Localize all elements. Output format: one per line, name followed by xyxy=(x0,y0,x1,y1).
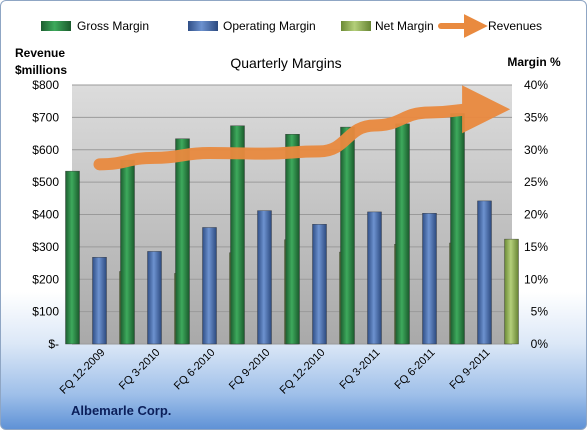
chart-title: Quarterly Margins xyxy=(230,55,341,71)
right-tick-label: 30% xyxy=(524,143,548,157)
right-ticks: 0% 5% 10% 15% 20% 25% 30% 35% 40% xyxy=(524,78,548,351)
right-axis-title: Margin % xyxy=(507,55,561,69)
legend-swatch-operating-margin xyxy=(188,21,218,31)
left-tick-label: $800 xyxy=(32,78,59,92)
bar-net-margin xyxy=(504,238,519,345)
right-tick-label: 35% xyxy=(524,110,548,124)
legend-label-net-margin: Net Margin xyxy=(375,19,434,33)
bar-operating-margin xyxy=(477,200,492,345)
left-tick-label: $500 xyxy=(32,175,59,189)
bar-operating-margin xyxy=(367,211,382,345)
category-label: FQ 12-2009 xyxy=(58,347,108,397)
left-tick-label: $- xyxy=(48,337,59,351)
left-ticks: $- $100 $200 $300 $400 $500 $600 $700 $800 xyxy=(32,78,59,351)
right-tick-label: 15% xyxy=(524,240,548,254)
bar-gross-margin xyxy=(120,159,135,345)
bar-gross-margin xyxy=(395,123,410,345)
right-tick-label: 25% xyxy=(524,175,548,189)
right-tick-label: 40% xyxy=(524,78,548,92)
bar-gross-margin xyxy=(285,134,300,345)
bar-gross-margin xyxy=(175,138,190,345)
right-tick-label: 5% xyxy=(531,305,549,319)
left-axis-title-line2: $millions xyxy=(15,63,67,77)
left-tick-label: $400 xyxy=(32,208,59,222)
bar-operating-margin xyxy=(312,224,327,345)
category-label: FQ 12-2010 xyxy=(278,347,328,397)
left-tick-label: $300 xyxy=(32,240,59,254)
legend-swatch-net-margin xyxy=(341,21,371,31)
category-labels: FQ 12-2009 FQ 3-2010 FQ 6-2010 FQ 9-2010 FQ … xyxy=(58,347,493,397)
revenue-line-group xyxy=(93,85,511,171)
company-name: Albemarle Corp. xyxy=(71,403,172,418)
left-tick-label: $100 xyxy=(32,305,59,319)
legend-label-revenues: Revenues xyxy=(488,19,542,33)
left-tick-label: $700 xyxy=(32,110,59,124)
bar-gross-margin xyxy=(340,126,355,345)
category-label: FQ 6-2010 xyxy=(172,347,218,393)
category-label: FQ 9-2010 xyxy=(227,347,273,393)
bar-operating-margin xyxy=(257,210,272,345)
right-tick-label: 0% xyxy=(531,337,549,351)
right-tick-label: 10% xyxy=(524,272,548,286)
bar-operating-margin xyxy=(147,251,162,345)
category-label: FQ 9-2011 xyxy=(448,347,493,392)
left-tick-label: $200 xyxy=(32,272,59,286)
category-label: FQ 3-2010 xyxy=(117,347,163,393)
legend: Gross Margin Operating Margin Net Margin… xyxy=(41,14,542,38)
bar-operating-margin xyxy=(202,227,217,345)
bar-gross-margin xyxy=(450,113,465,345)
category-label: FQ 6-2011 xyxy=(393,347,438,392)
legend-swatch-gross-margin xyxy=(41,21,71,31)
left-tick-label: $600 xyxy=(32,143,59,157)
bars-group xyxy=(65,113,519,345)
legend-label-gross-margin: Gross Margin xyxy=(77,19,149,33)
legend-label-operating-margin: Operating Margin xyxy=(223,19,316,33)
bar-operating-margin xyxy=(92,257,107,345)
bar-operating-margin xyxy=(422,213,437,345)
left-axis-title-line1: Revenue xyxy=(15,46,65,60)
bar-gross-margin xyxy=(65,170,80,345)
right-tick-label: 20% xyxy=(524,208,548,222)
bar-gross-margin xyxy=(230,125,245,345)
category-label: FQ 3-2011 xyxy=(338,347,383,392)
revenue-line xyxy=(93,85,511,171)
